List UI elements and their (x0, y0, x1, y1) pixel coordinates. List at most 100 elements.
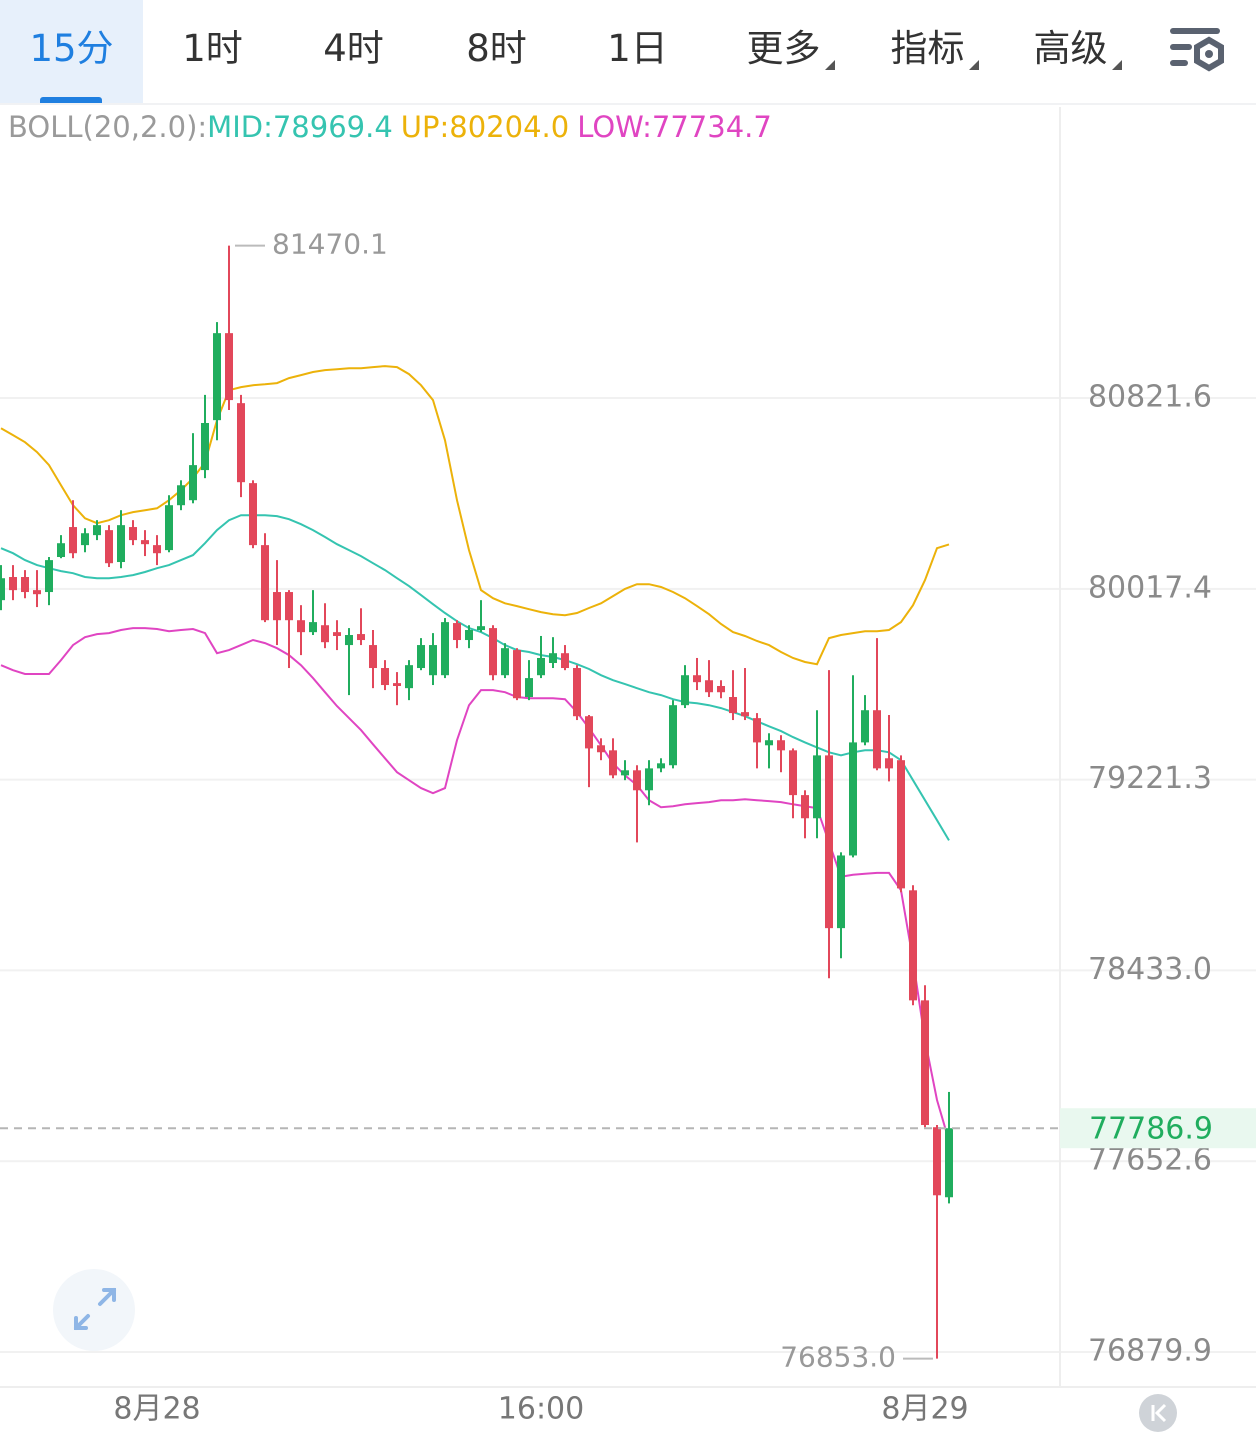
candle-body (0, 578, 5, 601)
legend-entry: LOW:77734.7 (577, 110, 772, 144)
current-price-box (1060, 1108, 1256, 1149)
candle-body (573, 668, 581, 717)
candle-body (321, 625, 329, 643)
indicator-legend: BOLL(20,2.0):MID:78969.4 UP:80204.0 LOW:77… (8, 110, 772, 144)
candle-body (789, 750, 797, 796)
tab[interactable]: 高级 (999, 0, 1142, 103)
candle-body (549, 653, 557, 664)
x-tick-label: 16:00 (498, 1392, 584, 1427)
candle-body (153, 545, 161, 554)
y-tick-label: 76879.9 (1088, 1334, 1212, 1369)
tab[interactable]: 8时 (466, 27, 527, 70)
tab[interactable]: 指标 (856, 0, 999, 103)
candle-body (681, 675, 689, 706)
period-tabs: 15分 1时 4时 8时 1日 更多 指标 高级 (0, 0, 1256, 105)
candle-body (537, 657, 545, 676)
candle-body (801, 795, 809, 819)
candle-body (897, 760, 905, 889)
max-label: 81470.1 (272, 228, 388, 261)
grid (0, 397, 1256, 1354)
candle-body (333, 632, 341, 636)
candle-body (813, 755, 821, 819)
tab-label: 指标 (890, 27, 965, 70)
candle-body (477, 626, 485, 630)
candle-body (285, 592, 293, 621)
dropdown-arrow (1111, 60, 1122, 70)
y-tick-label: 80017.4 (1088, 570, 1212, 605)
candle-body (249, 483, 257, 546)
candle-body (501, 648, 509, 676)
candle-body (453, 623, 461, 641)
indicator-line (0, 514, 950, 841)
min-label: 76853.0 (780, 1341, 896, 1374)
candle-body (417, 645, 425, 669)
settings-button[interactable] (1166, 24, 1228, 76)
candle-body (921, 1000, 929, 1126)
candle-body (741, 712, 749, 717)
candle-body (165, 505, 173, 551)
candle-body (837, 855, 845, 929)
scroll-start-icon (1151, 1403, 1167, 1423)
tab[interactable]: 更多 (712, 0, 855, 103)
candle-body (597, 745, 605, 753)
candle-body (9, 577, 17, 591)
dropdown-arrow (824, 60, 835, 70)
candle-body (177, 485, 185, 506)
candle-body (141, 540, 149, 545)
candle-body (345, 635, 353, 646)
candle-body (369, 645, 377, 669)
candle-body (873, 710, 881, 769)
candle-body (777, 740, 785, 751)
candle-body (225, 333, 233, 401)
legend-entry: UP:80204.0 (401, 110, 569, 144)
candle-body (273, 592, 281, 621)
candle-body (933, 1127, 941, 1196)
candle-body (717, 685, 725, 693)
candle-body (945, 1128, 953, 1198)
candle-body (825, 755, 833, 929)
candle-body (909, 890, 917, 1001)
candle-body (201, 422, 209, 471)
indicator-line (0, 627, 950, 1142)
tab[interactable]: 1时 (182, 27, 243, 70)
candle-body (693, 675, 701, 683)
candle-body (525, 678, 533, 698)
candle-body (261, 545, 269, 621)
x-tick-label: 8月28 (113, 1392, 200, 1427)
y-tick-label: 77652.6 (1088, 1143, 1212, 1178)
candle-body (309, 622, 317, 633)
tab-label: 高级 (1033, 27, 1108, 70)
candle-body (657, 763, 665, 769)
tab[interactable]: 4时 (323, 27, 384, 70)
candle-body (57, 543, 65, 558)
candle-body (81, 533, 89, 546)
candle-body (765, 740, 773, 746)
candle-body (429, 645, 437, 676)
candle-body (237, 403, 245, 483)
candle-body (93, 525, 101, 536)
candle-body (441, 622, 449, 676)
candle-body (213, 333, 221, 421)
candle-body (753, 718, 761, 743)
candle-body (849, 742, 857, 856)
tab[interactable]: 1日 (607, 27, 668, 70)
candle-body (405, 665, 413, 689)
candle-body (669, 705, 677, 766)
candle-body (729, 697, 737, 714)
candle-body (489, 628, 497, 676)
candle-body (69, 527, 77, 554)
candle-body (609, 750, 617, 776)
y-tick-label: 80821.6 (1088, 380, 1212, 415)
candle-body (297, 620, 305, 633)
legend-entry: MID:78969.4 (207, 110, 393, 144)
tab[interactable]: 15分 (0, 0, 143, 103)
dropdown-arrow (968, 60, 979, 70)
candle-body (189, 465, 197, 501)
fullscreen-button[interactable] (53, 1269, 135, 1351)
candle-body (129, 527, 137, 541)
candle-body (621, 770, 629, 776)
candle-body (117, 525, 125, 563)
candle-body (585, 716, 593, 749)
